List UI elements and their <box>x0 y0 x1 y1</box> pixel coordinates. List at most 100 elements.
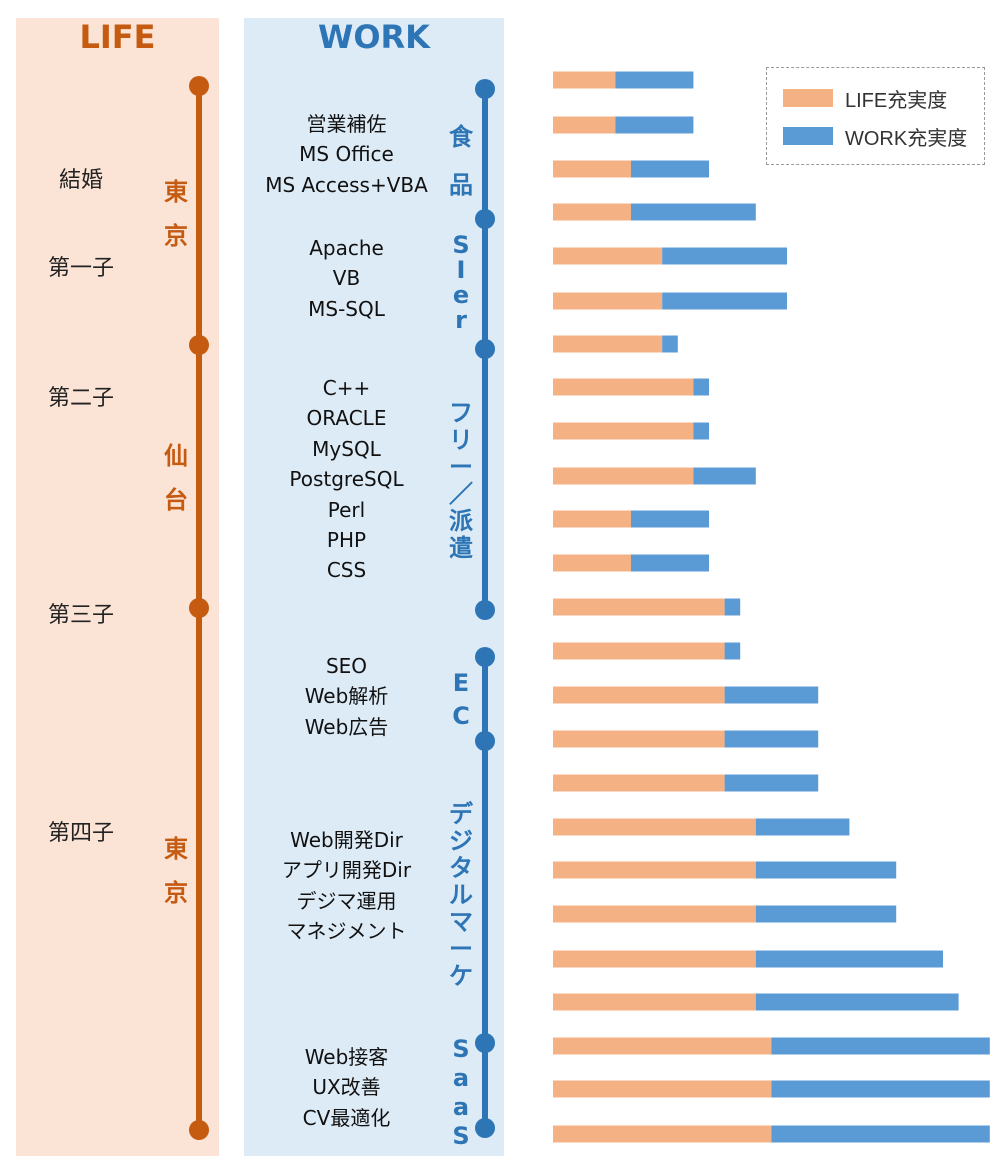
life-event: 第三子 <box>47 603 114 628</box>
skill-item: Web開発Dir <box>290 828 403 852</box>
skill-item: SEO <box>325 654 368 678</box>
legend-swatch <box>783 89 833 107</box>
place-label: 仙台 <box>164 442 188 514</box>
work-bar <box>615 116 694 134</box>
place-label: 東京 <box>164 178 188 250</box>
work-period-label: デジタルマーケ <box>449 800 473 990</box>
life-bar <box>553 642 725 660</box>
life-bar <box>553 993 756 1011</box>
work-timeline-node <box>475 647 495 667</box>
work-bar <box>724 598 741 616</box>
skill-item: PHP <box>326 527 367 552</box>
life-bar <box>553 335 663 353</box>
work-bar <box>755 905 897 923</box>
life-bar <box>553 1080 772 1098</box>
life-bar <box>553 292 663 310</box>
life-bar <box>553 554 631 572</box>
life-timeline-node <box>189 76 209 96</box>
skill-item: PostgreSQL <box>289 467 404 492</box>
skill-item: Web解析 <box>304 684 389 709</box>
skill-item: CV最適化 <box>302 1105 391 1130</box>
work-timeline-node <box>475 209 495 229</box>
life-bar <box>553 905 756 923</box>
skill-item: ORACLE <box>306 406 387 431</box>
life-event: 第四子 <box>47 821 114 846</box>
life-bar <box>553 1125 772 1143</box>
life-bar <box>553 861 756 879</box>
work-bar <box>662 247 787 265</box>
work-bar <box>724 774 819 792</box>
life-header: LIFE <box>79 18 156 56</box>
skill-item: VB <box>332 266 361 291</box>
skill-item: マネジメント <box>286 919 407 944</box>
life-bar <box>553 203 631 221</box>
life-bar <box>553 686 725 704</box>
skill-item: MS Office <box>299 142 394 167</box>
skill-list: Web開発Dir アプリ開発Dir デジマ運用マネジメント <box>250 825 443 947</box>
skill-item: MS-SQL <box>308 296 385 321</box>
work-bar <box>631 160 709 178</box>
skill-item: UX改善 <box>312 1075 381 1100</box>
life-bar <box>553 378 694 396</box>
life-panel <box>16 18 219 1156</box>
life-bar <box>553 950 756 968</box>
skill-item: CSS <box>326 558 367 583</box>
life-event: 結婚 <box>58 168 103 193</box>
work-timeline-node <box>475 339 495 359</box>
skill-item: Perl <box>327 497 366 522</box>
work-bar <box>631 203 756 221</box>
skill-item: MySQL <box>312 436 381 461</box>
work-timeline-node <box>475 731 495 751</box>
work-bar <box>631 510 709 528</box>
life-bar <box>553 247 663 265</box>
life-bar <box>553 467 694 485</box>
work-header: WORK <box>318 18 430 56</box>
life-bar <box>553 598 725 616</box>
life-event: 第一子 <box>47 256 114 281</box>
work-bar <box>724 686 819 704</box>
life-timeline-node <box>189 335 209 355</box>
work-timeline-node <box>475 1033 495 1053</box>
work-timeline-node <box>475 600 495 620</box>
skill-item: アプリ開発Dir <box>281 858 412 883</box>
legend-item: WORK充実度 <box>783 126 967 150</box>
legend: LIFE充実度 WORK充実度 <box>766 67 985 165</box>
work-bar <box>662 335 678 353</box>
legend-item: LIFE充実度 <box>783 88 947 112</box>
work-period-label: フリー／派遣 <box>449 399 473 562</box>
skill-item: デジマ運用 <box>296 888 397 913</box>
life-bar <box>553 510 631 528</box>
work-bar <box>724 642 741 660</box>
work-panel <box>244 18 504 1156</box>
life-event: 第二子 <box>47 386 114 411</box>
life-timeline-node <box>189 1120 209 1140</box>
place-label: 東京 <box>164 835 188 907</box>
work-bar <box>755 861 897 879</box>
work-period-label: 食品 <box>449 123 473 199</box>
work-timeline-node <box>475 79 495 99</box>
skill-item: MS Access+VBA <box>265 172 428 197</box>
life-bar <box>553 1037 772 1055</box>
legend-label: LIFE充実度 <box>845 89 948 112</box>
life-bar <box>553 774 725 792</box>
life-bar <box>553 116 616 134</box>
skill-item: Web接客 <box>304 1045 389 1069</box>
skill-item: Apache <box>309 236 384 260</box>
legend-swatch <box>783 127 833 145</box>
work-bar <box>755 993 959 1011</box>
life-bar <box>553 730 725 748</box>
skill-item: 営業補佐 <box>306 112 387 136</box>
life-bar <box>553 71 616 89</box>
skill-list: Apache VB MS-SQL <box>250 233 443 324</box>
skill-item: Web広告 <box>304 714 389 739</box>
work-bar <box>631 554 709 572</box>
work-bar <box>693 378 709 396</box>
work-bar <box>615 71 694 89</box>
skill-list: SEO Web解析 Web広告 <box>250 651 443 742</box>
life-bar <box>553 160 631 178</box>
work-bar <box>755 950 943 968</box>
work-bar <box>693 422 709 440</box>
